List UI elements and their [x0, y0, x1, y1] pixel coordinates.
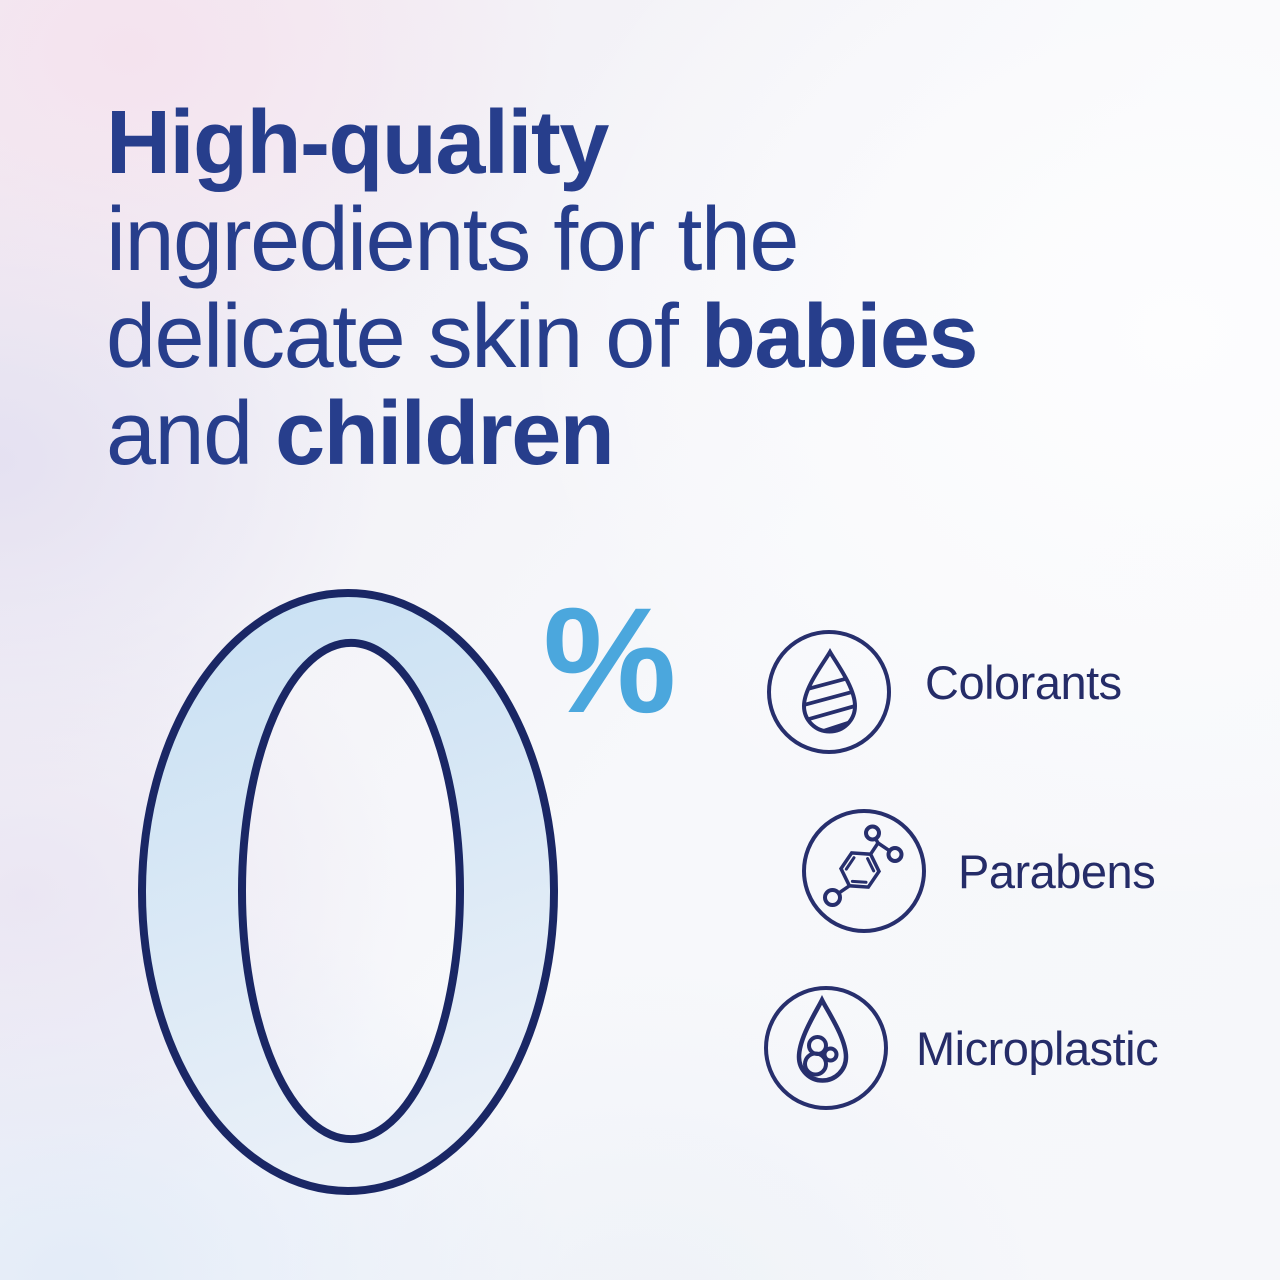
free-from-label-microplastic: Microplastic — [916, 1022, 1159, 1075]
colorants-droplet-stripes-icon — [767, 630, 891, 754]
microplastic-droplet-bubbles-icon — [764, 986, 888, 1110]
free-from-label-parabens: Parabens — [958, 845, 1156, 898]
zero-glyph-icon — [137, 589, 559, 1195]
headline-emphasis: High-quality — [106, 93, 609, 193]
headline-line-1: High-quality — [106, 95, 1086, 192]
headline-emphasis: children — [275, 384, 615, 484]
free-from-label-colorants: Colorants — [925, 656, 1122, 709]
parabens-molecule-icon — [802, 809, 926, 933]
headline-emphasis: babies — [700, 287, 979, 387]
headline-line-2: ingredients for the — [106, 190, 799, 290]
headline-line-3: delicate skin of babies — [106, 287, 979, 387]
headline-line-4: and children — [106, 384, 615, 484]
headline: High-quality ingredients for the delicat… — [106, 95, 1086, 483]
zero-statistic — [137, 588, 559, 1196]
percent-sign: % — [543, 576, 677, 744]
